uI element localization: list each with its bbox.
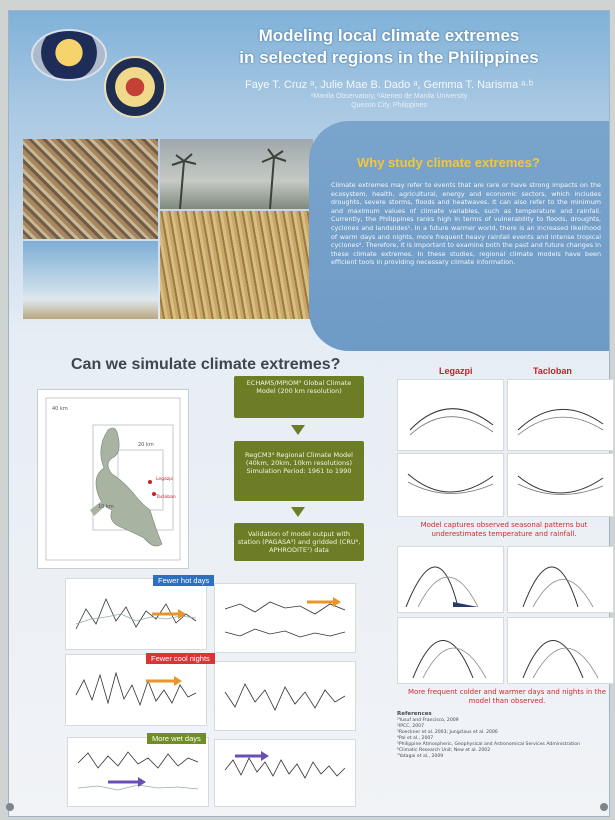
badge-more-wet-days: More wet days	[147, 733, 206, 744]
why-heading: Why study climate extremes?	[357, 155, 540, 170]
tacloban-distribution-tmin	[507, 617, 614, 684]
institution-logo-left	[31, 29, 107, 81]
wet-days-plot-a	[67, 737, 209, 807]
reference-line: ³Roeckner et al. 2003; Jungclaus et al. …	[397, 730, 498, 735]
poster: Modeling local climate extremes in selec…	[8, 10, 614, 817]
tacloban-distribution-tmax	[507, 546, 614, 613]
arrow-down-icon	[291, 507, 305, 517]
gcm-box: ECHAM5/MPIOM³ Global Climate Model (200 …	[234, 376, 364, 418]
institution-seal-right	[104, 56, 166, 118]
coastal-sky-photo	[23, 241, 158, 319]
title-line-1: Modeling local climate extremes	[258, 26, 520, 45]
reference-line: ⁷Yatagai et al., 2009	[397, 754, 444, 759]
references-heading: References	[397, 711, 432, 717]
seasonal-caption: Model captures observed seasonal pattern…	[420, 521, 588, 538]
map-label-10km: 10 km	[98, 504, 114, 510]
reference-line: ¹Yusuf and Francisco, 2009	[397, 718, 459, 723]
palm-trees-icon	[171, 148, 287, 210]
photo-collage	[23, 139, 313, 319]
legazpi-rainfall-plot	[397, 453, 504, 517]
tacloban-rainfall-plot	[507, 453, 614, 517]
reference-line: ²IPCC, 2007	[397, 724, 424, 729]
badge-fewer-hot-days: Fewer hot days	[153, 575, 215, 586]
poster-pin	[600, 803, 608, 811]
arrow-down-icon	[291, 425, 305, 435]
poster-title: Modeling local climate extremes in selec…	[189, 25, 589, 69]
title-line-2: in selected regions in the Philippines	[239, 48, 539, 67]
simulate-heading: Can we simulate climate extremes?	[71, 356, 341, 373]
map-label-40km: 40 km	[52, 406, 68, 412]
tacloban-temperature-plot	[507, 379, 614, 451]
map-label-20km: 20 km	[138, 442, 154, 448]
site-label-tacloban: Tacloban	[533, 366, 572, 376]
legazpi-distribution-tmax	[397, 546, 504, 613]
badge-fewer-cool-nights: Fewer cool nights	[146, 653, 215, 664]
dry-field-photo	[160, 211, 313, 319]
wet-days-plot-b	[214, 739, 356, 807]
rcm-box: RegCM3⁴ Regional Climate Model (40km, 20…	[234, 441, 364, 501]
reference-line: ⁴Pal et al., 2007	[397, 736, 434, 741]
validation-box: Validation of model output with station …	[234, 523, 364, 561]
storm-palms-photo	[160, 139, 313, 210]
map-site-tacloban: Tacloban	[155, 494, 176, 500]
legazpi-temperature-plot	[397, 379, 504, 451]
poster-pin	[6, 803, 14, 811]
why-study-panel: Why study climate extremes? Climate extr…	[309, 121, 609, 351]
authors: Faye T. Cruz ᵃ, Julie Mae B. Dado ᵃ, Gem…	[244, 79, 534, 91]
philippines-map-icon: 40 km 20 km 10 km Legazpi Tacloban	[45, 397, 181, 561]
reference-line: ⁶Climatic Research Unit; New et al. 2002	[397, 748, 491, 753]
legazpi-distribution-tmin	[397, 617, 504, 684]
reference-line: ⁵Philippine Atmospheric, Geophysical and…	[397, 742, 580, 747]
map-site-legazpi: Legazpi	[156, 476, 173, 482]
distribution-caption: More frequent colder and warmer days and…	[407, 688, 607, 705]
affiliation-line-1: ᵃManila Observatory, ᵇAteneo de Manila U…	[310, 93, 468, 100]
domain-map: 40 km 20 km 10 km Legazpi Tacloban	[37, 389, 189, 569]
references: References ¹Yusuf and Francisco, 2009 ²I…	[397, 711, 597, 760]
hot-days-plot-a	[65, 578, 207, 650]
authors-block: Faye T. Cruz ᵃ, Julie Mae B. Dado ᵃ, Gem…	[199, 79, 579, 110]
cool-nights-plot-b	[214, 661, 356, 731]
cool-nights-plot-a	[65, 654, 207, 726]
flooded-town-photo	[23, 139, 158, 239]
why-body-text: Climate extremes may refer to events tha…	[331, 181, 601, 267]
affiliation-line-2: Quezon City, Philippines	[351, 102, 427, 109]
hot-days-plot-b	[214, 583, 356, 653]
site-label-legazpi: Legazpi	[439, 366, 473, 376]
